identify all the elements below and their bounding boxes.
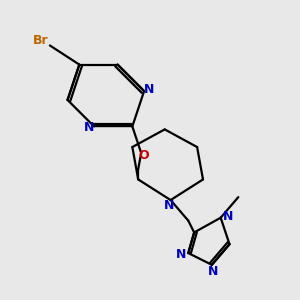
Text: N: N [84, 122, 94, 134]
Text: N: N [164, 200, 174, 212]
Text: O: O [139, 149, 149, 162]
Text: N: N [176, 248, 186, 261]
Text: N: N [144, 83, 154, 96]
Text: N: N [208, 265, 218, 278]
Text: Br: Br [33, 34, 49, 47]
Text: N: N [223, 210, 233, 223]
